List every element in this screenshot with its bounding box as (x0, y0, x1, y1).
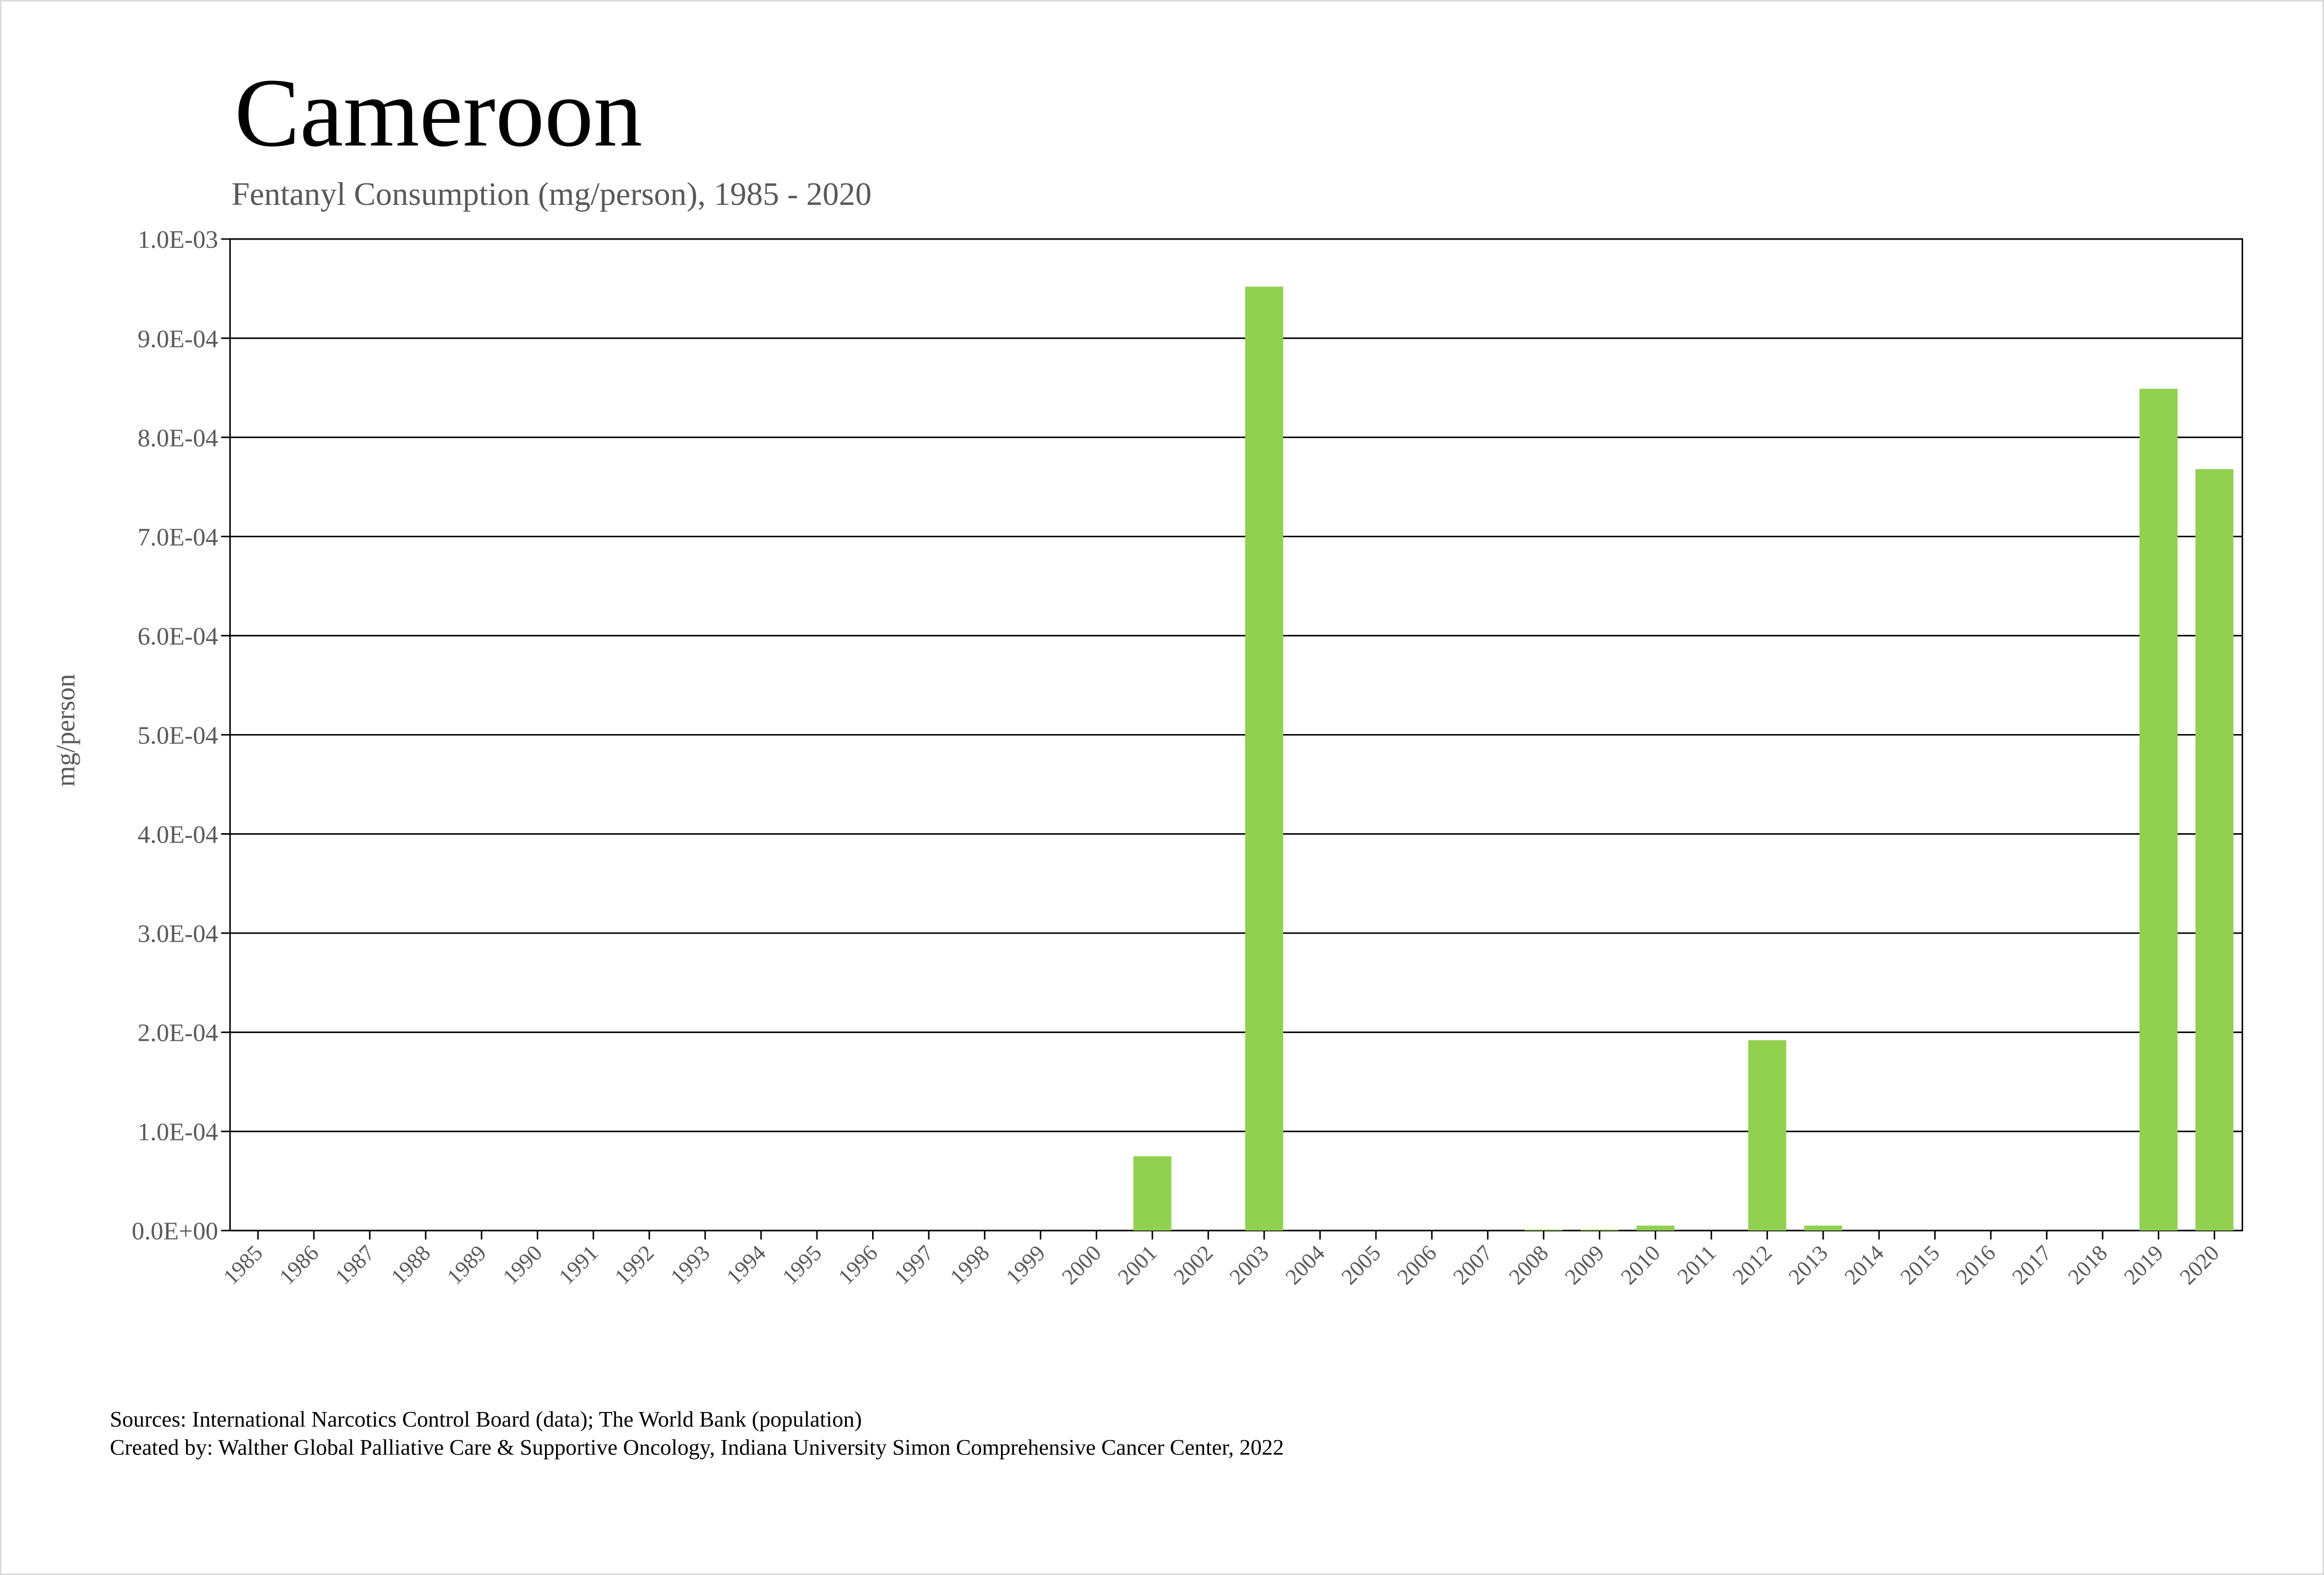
bar (1580, 1229, 1619, 1231)
y-tick-label: 1.0E-03 (138, 225, 218, 253)
bar (1636, 1225, 1675, 1231)
bar (1804, 1225, 1842, 1231)
bar (1525, 1229, 1563, 1231)
y-tick-label: 0.0E+00 (132, 1217, 218, 1245)
y-tick-label: 3.0E-04 (138, 920, 218, 948)
y-tick-label: 5.0E-04 (138, 721, 218, 749)
y-axis-label: mg/person (51, 674, 80, 787)
plot-border (229, 238, 2244, 1231)
bar (1133, 1156, 1172, 1231)
y-tick-label: 4.0E-04 (138, 821, 218, 849)
y-tick-label: 6.0E-04 (138, 622, 218, 650)
y-tick-label: 2.0E-04 (138, 1019, 218, 1047)
bar (2139, 388, 2178, 1231)
bar (1748, 1040, 1787, 1231)
y-tick-label: 7.0E-04 (138, 523, 218, 551)
source-note: Sources: International Narcotics Control… (110, 1406, 862, 1431)
y-tick-label: 1.0E-04 (138, 1118, 218, 1146)
chart-title: Cameroon (235, 58, 643, 167)
y-tick-label: 9.0E-04 (138, 324, 218, 352)
credit-note: Created by: Walther Global Palliative Ca… (110, 1435, 1284, 1460)
bar (2195, 469, 2234, 1231)
bar (1245, 286, 1283, 1231)
chart-subtitle: Fentanyl Consumption (mg/person), 1985 -… (231, 176, 871, 212)
y-tick-label: 8.0E-04 (138, 423, 218, 452)
